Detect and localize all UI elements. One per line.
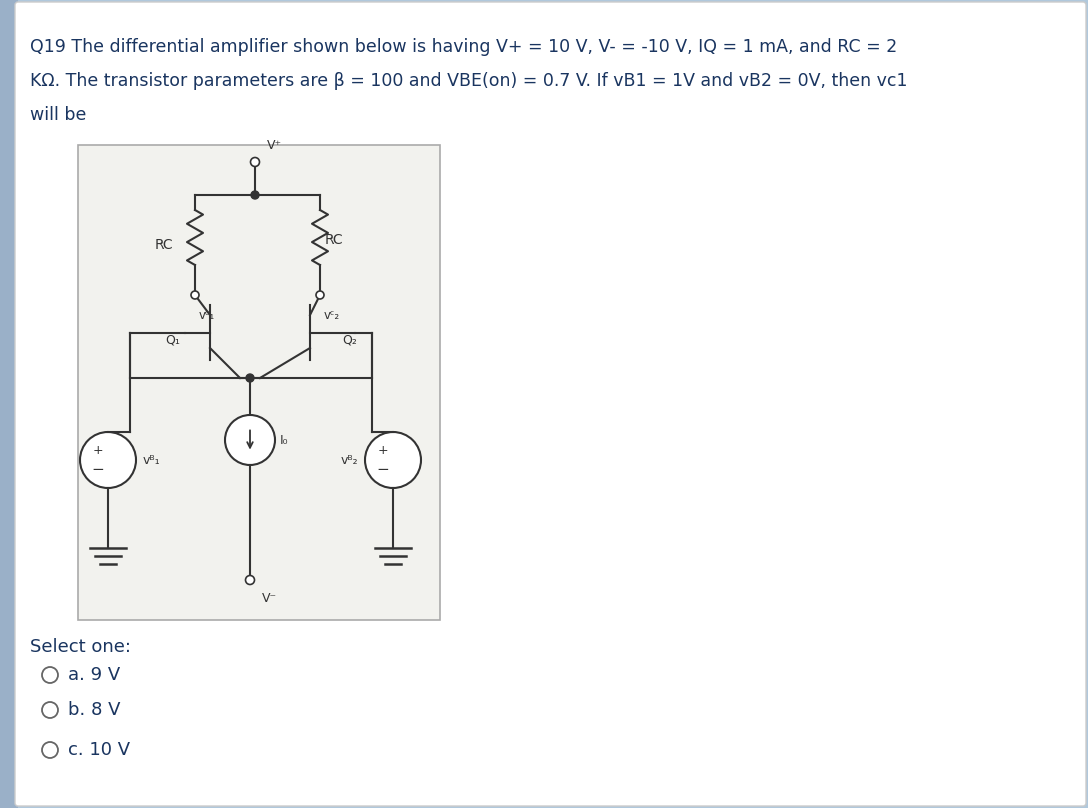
Text: vᶜ₂: vᶜ₂ <box>324 309 341 322</box>
Bar <box>78 145 440 620</box>
Circle shape <box>81 432 136 488</box>
Text: a. 9 V: a. 9 V <box>67 666 121 684</box>
Text: Q₂: Q₂ <box>342 334 357 347</box>
Text: +: + <box>92 444 103 457</box>
Text: RC: RC <box>325 233 344 247</box>
Text: Select one:: Select one: <box>30 638 131 656</box>
Text: RC: RC <box>154 238 173 252</box>
Circle shape <box>191 291 199 299</box>
Text: KΩ. The transistor parameters are β = 100 and VBE(on) = 0.7 V. If vB1 = 1V and v: KΩ. The transistor parameters are β = 10… <box>30 72 907 90</box>
Circle shape <box>246 575 255 584</box>
Text: +: + <box>378 444 388 457</box>
Circle shape <box>42 742 58 758</box>
Circle shape <box>364 432 421 488</box>
Text: vᶜ₁: vᶜ₁ <box>199 309 215 322</box>
Text: c. 10 V: c. 10 V <box>67 741 131 759</box>
Text: Q19 The differential amplifier shown below is having V+ = 10 V, V- = -10 V, IQ =: Q19 The differential amplifier shown bel… <box>30 38 898 56</box>
Text: −: − <box>91 462 104 478</box>
Circle shape <box>246 374 254 382</box>
Circle shape <box>225 415 275 465</box>
Text: V⁺: V⁺ <box>267 139 282 152</box>
Circle shape <box>42 667 58 683</box>
FancyBboxPatch shape <box>15 2 1086 806</box>
Text: vᴮ₂: vᴮ₂ <box>341 453 358 466</box>
Text: Q₁: Q₁ <box>165 334 180 347</box>
Bar <box>0 0 18 808</box>
Text: vᴮ₁: vᴮ₁ <box>143 453 161 466</box>
Circle shape <box>42 702 58 718</box>
Text: −: − <box>376 462 390 478</box>
Text: V⁻: V⁻ <box>262 592 277 605</box>
Circle shape <box>251 191 259 199</box>
Circle shape <box>250 158 260 166</box>
Text: will be: will be <box>30 106 86 124</box>
Circle shape <box>316 291 324 299</box>
Text: b. 8 V: b. 8 V <box>67 701 121 719</box>
Text: I₀: I₀ <box>280 434 288 447</box>
